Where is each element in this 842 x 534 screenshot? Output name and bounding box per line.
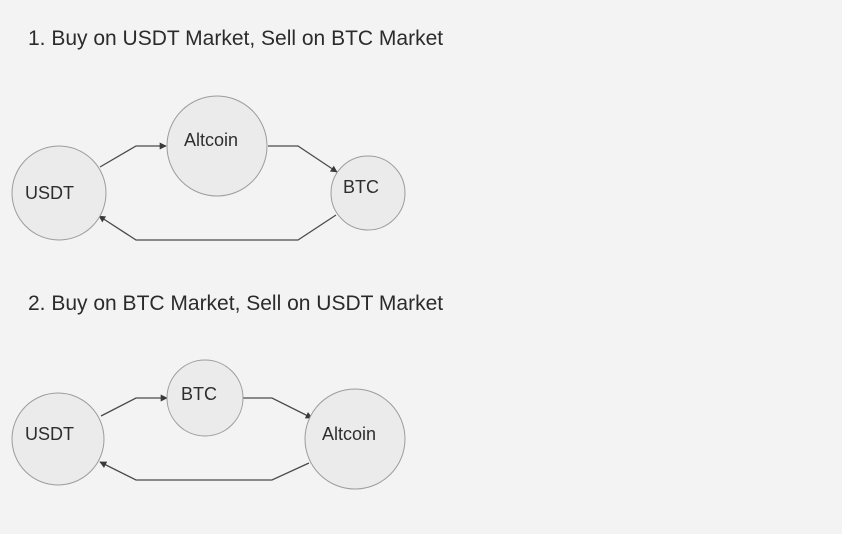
node-usdt-label: USDT [25, 183, 74, 203]
diagram-2-title: 2. Buy on BTC Market, Sell on USDT Marke… [28, 292, 444, 315]
node-altcoin-label: Altcoin [322, 424, 376, 444]
edge-usdt-to-altcoin [99, 142, 167, 168]
diagram-1: USDT Altcoin BTC [11, 95, 406, 241]
edge-altcoin-to-btc [268, 145, 338, 173]
node-usdt: USDT [11, 392, 105, 486]
node-altcoin: Altcoin [166, 95, 268, 197]
edge-altcoin-to-usdt [99, 461, 310, 481]
edge-btc-to-usdt [98, 214, 337, 241]
diagram-1-title: 1. Buy on USDT Market, Sell on BTC Marke… [28, 27, 444, 50]
node-btc: BTC [166, 359, 244, 437]
node-btc-label: BTC [181, 384, 217, 404]
node-usdt: USDT [11, 145, 107, 241]
node-altcoin-label: Altcoin [184, 130, 238, 150]
edge-btc-to-altcoin [243, 397, 313, 419]
edge-usdt-to-btc [100, 394, 168, 417]
diagram-2: USDT BTC Altcoin [11, 359, 406, 490]
node-usdt-label: USDT [25, 424, 74, 444]
node-altcoin: Altcoin [304, 388, 406, 490]
node-btc: BTC [330, 155, 406, 231]
node-btc-label: BTC [343, 177, 379, 197]
